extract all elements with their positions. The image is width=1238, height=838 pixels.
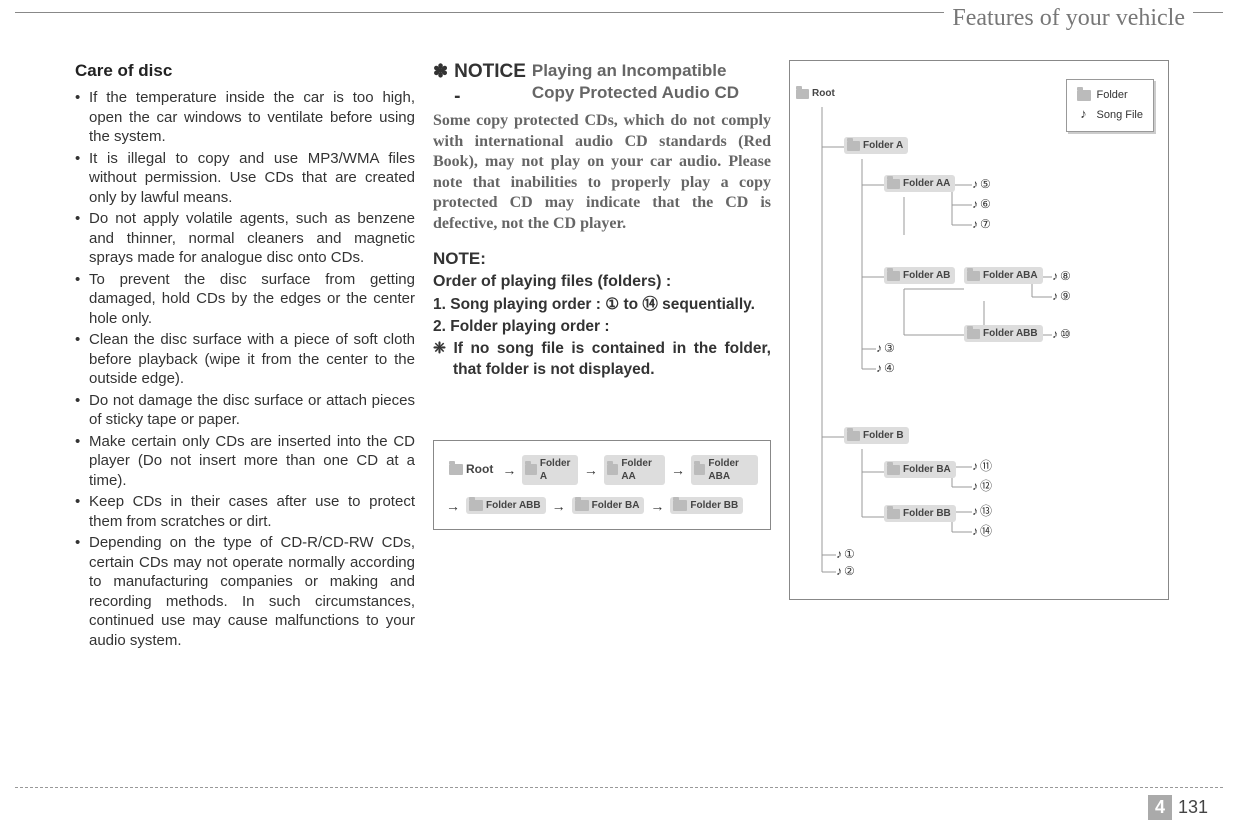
folder-icon	[607, 464, 618, 475]
tree-folder-aba: Folder ABA	[964, 267, 1043, 284]
note-heading: Order of playing files (folders) :	[433, 272, 771, 293]
song-6: ♪⑥	[972, 197, 991, 213]
arrow-icon: →	[650, 497, 664, 515]
folder-tree-diagram: Folder ♪ Song File	[789, 60, 1169, 600]
notice-body-text: Some copy protected CDs, which do not co…	[433, 111, 771, 234]
footer-divider	[15, 787, 1223, 788]
song-8: ♪⑧	[1052, 269, 1071, 285]
tree-folder-bb: Folder BB	[884, 505, 956, 522]
care-bullet: Make certain only CDs are inserted into …	[75, 432, 415, 491]
care-bullet: Do not apply volatile agents, such as be…	[75, 209, 415, 268]
tree-folder-aa: Folder AA	[884, 175, 955, 192]
page-header-title: Features of your vehicle	[944, 5, 1193, 32]
note-label: NOTE:	[433, 248, 771, 270]
song-7: ♪⑦	[972, 217, 991, 233]
tree-folder-ab: Folder AB	[884, 267, 955, 284]
arrow-icon: →	[502, 461, 516, 479]
song-10: ♪⑩	[1052, 327, 1071, 343]
tree-folder-a: Folder A	[844, 137, 908, 154]
folder-icon	[525, 464, 537, 475]
column-tree: Folder ♪ Song File	[789, 60, 1169, 828]
folder-icon	[694, 464, 705, 475]
notice-label: NOTICE -	[454, 60, 526, 109]
folder-icon	[847, 141, 860, 151]
tree-folder-ba: Folder BA	[884, 461, 956, 478]
notice-header: ✽ NOTICE - Playing an Incompatible Copy …	[433, 60, 771, 109]
folder-icon	[449, 464, 463, 475]
arrow-icon: →	[446, 497, 460, 515]
flow-folder: Folder ABA	[691, 455, 758, 485]
care-bullet: Keep CDs in their cases after use to pro…	[75, 492, 415, 531]
flow-folder: Folder ABB	[466, 497, 546, 514]
flow-folder: Folder AA	[604, 455, 665, 485]
note-item-1: 1. Song playing order : ① to ⑭ sequentia…	[433, 295, 771, 315]
song-12: ♪⑫	[972, 479, 992, 495]
song-2: ♪②	[836, 564, 855, 580]
folder-icon	[469, 500, 483, 511]
folder-icon	[887, 179, 900, 189]
song-13: ♪⑬	[972, 504, 992, 520]
song-1: ♪①	[836, 547, 855, 563]
tree-folder-b: Folder B	[844, 427, 909, 444]
flow-folder-root: Root	[446, 460, 496, 480]
column-care-of-disc: Care of disc If the temperature inside t…	[75, 60, 415, 828]
care-bullet: It is illegal to copy and use MP3/WMA fi…	[75, 149, 415, 208]
song-4: ♪④	[876, 361, 895, 377]
folder-icon	[967, 329, 980, 339]
note-star-item: ❈ If no song file is contained in the fo…	[433, 339, 771, 379]
folder-icon	[796, 89, 809, 99]
care-bullet: Do not damage the disc surface or attach…	[75, 391, 415, 430]
content-area: Care of disc If the temperature inside t…	[75, 60, 1193, 828]
song-3: ♪③	[876, 341, 895, 357]
care-bullet-list: If the temperature inside the car is too…	[75, 88, 415, 650]
song-14: ♪⑭	[972, 524, 992, 540]
folder-icon	[887, 271, 900, 281]
arrow-icon: →	[584, 461, 598, 479]
folder-icon	[887, 465, 900, 475]
care-bullet: To prevent the disc surface from getting…	[75, 270, 415, 329]
song-9: ♪⑨	[1052, 289, 1071, 305]
folder-icon	[575, 500, 589, 511]
folder-icon	[887, 509, 900, 519]
song-5: ♪⑤	[972, 177, 991, 193]
folder-icon	[673, 500, 687, 511]
care-bullet: If the temperature inside the car is too…	[75, 88, 415, 147]
care-bullet: Clean the disc surface with a piece of s…	[75, 330, 415, 389]
care-title: Care of disc	[75, 60, 415, 82]
flow-row-1: Root → Folder A → Folder AA → Folder ABA	[446, 455, 758, 485]
song-11: ♪⑪	[972, 459, 992, 475]
care-bullet: Depending on the type of CD-R/CD-RW CDs,…	[75, 533, 415, 650]
arrow-icon: →	[552, 497, 566, 515]
arrow-icon: →	[671, 461, 685, 479]
page-number: 4 131	[1148, 795, 1208, 820]
tree-root: Root	[796, 87, 835, 100]
tree-folder-abb: Folder ABB	[964, 325, 1043, 342]
page-number-value: 131	[1178, 797, 1208, 818]
column-notice: ✽ NOTICE - Playing an Incompatible Copy …	[433, 60, 771, 828]
flow-row-2: → Folder ABB → Folder BA → Folder BB	[446, 497, 758, 515]
note-item-2: 2. Folder playing order :	[433, 317, 771, 337]
folder-icon	[847, 431, 860, 441]
notice-star-icon: ✽	[433, 60, 448, 83]
notice-subtitle: Playing an Incompatible Copy Protected A…	[532, 60, 771, 104]
chapter-number: 4	[1148, 795, 1172, 820]
flow-folder: Folder BA	[572, 497, 645, 514]
folder-icon	[967, 271, 980, 281]
flow-folder: Folder BB	[670, 497, 743, 514]
flow-folder: Folder A	[522, 455, 578, 485]
folder-flow-diagram: Root → Folder A → Folder AA → Folder ABA…	[433, 440, 771, 530]
